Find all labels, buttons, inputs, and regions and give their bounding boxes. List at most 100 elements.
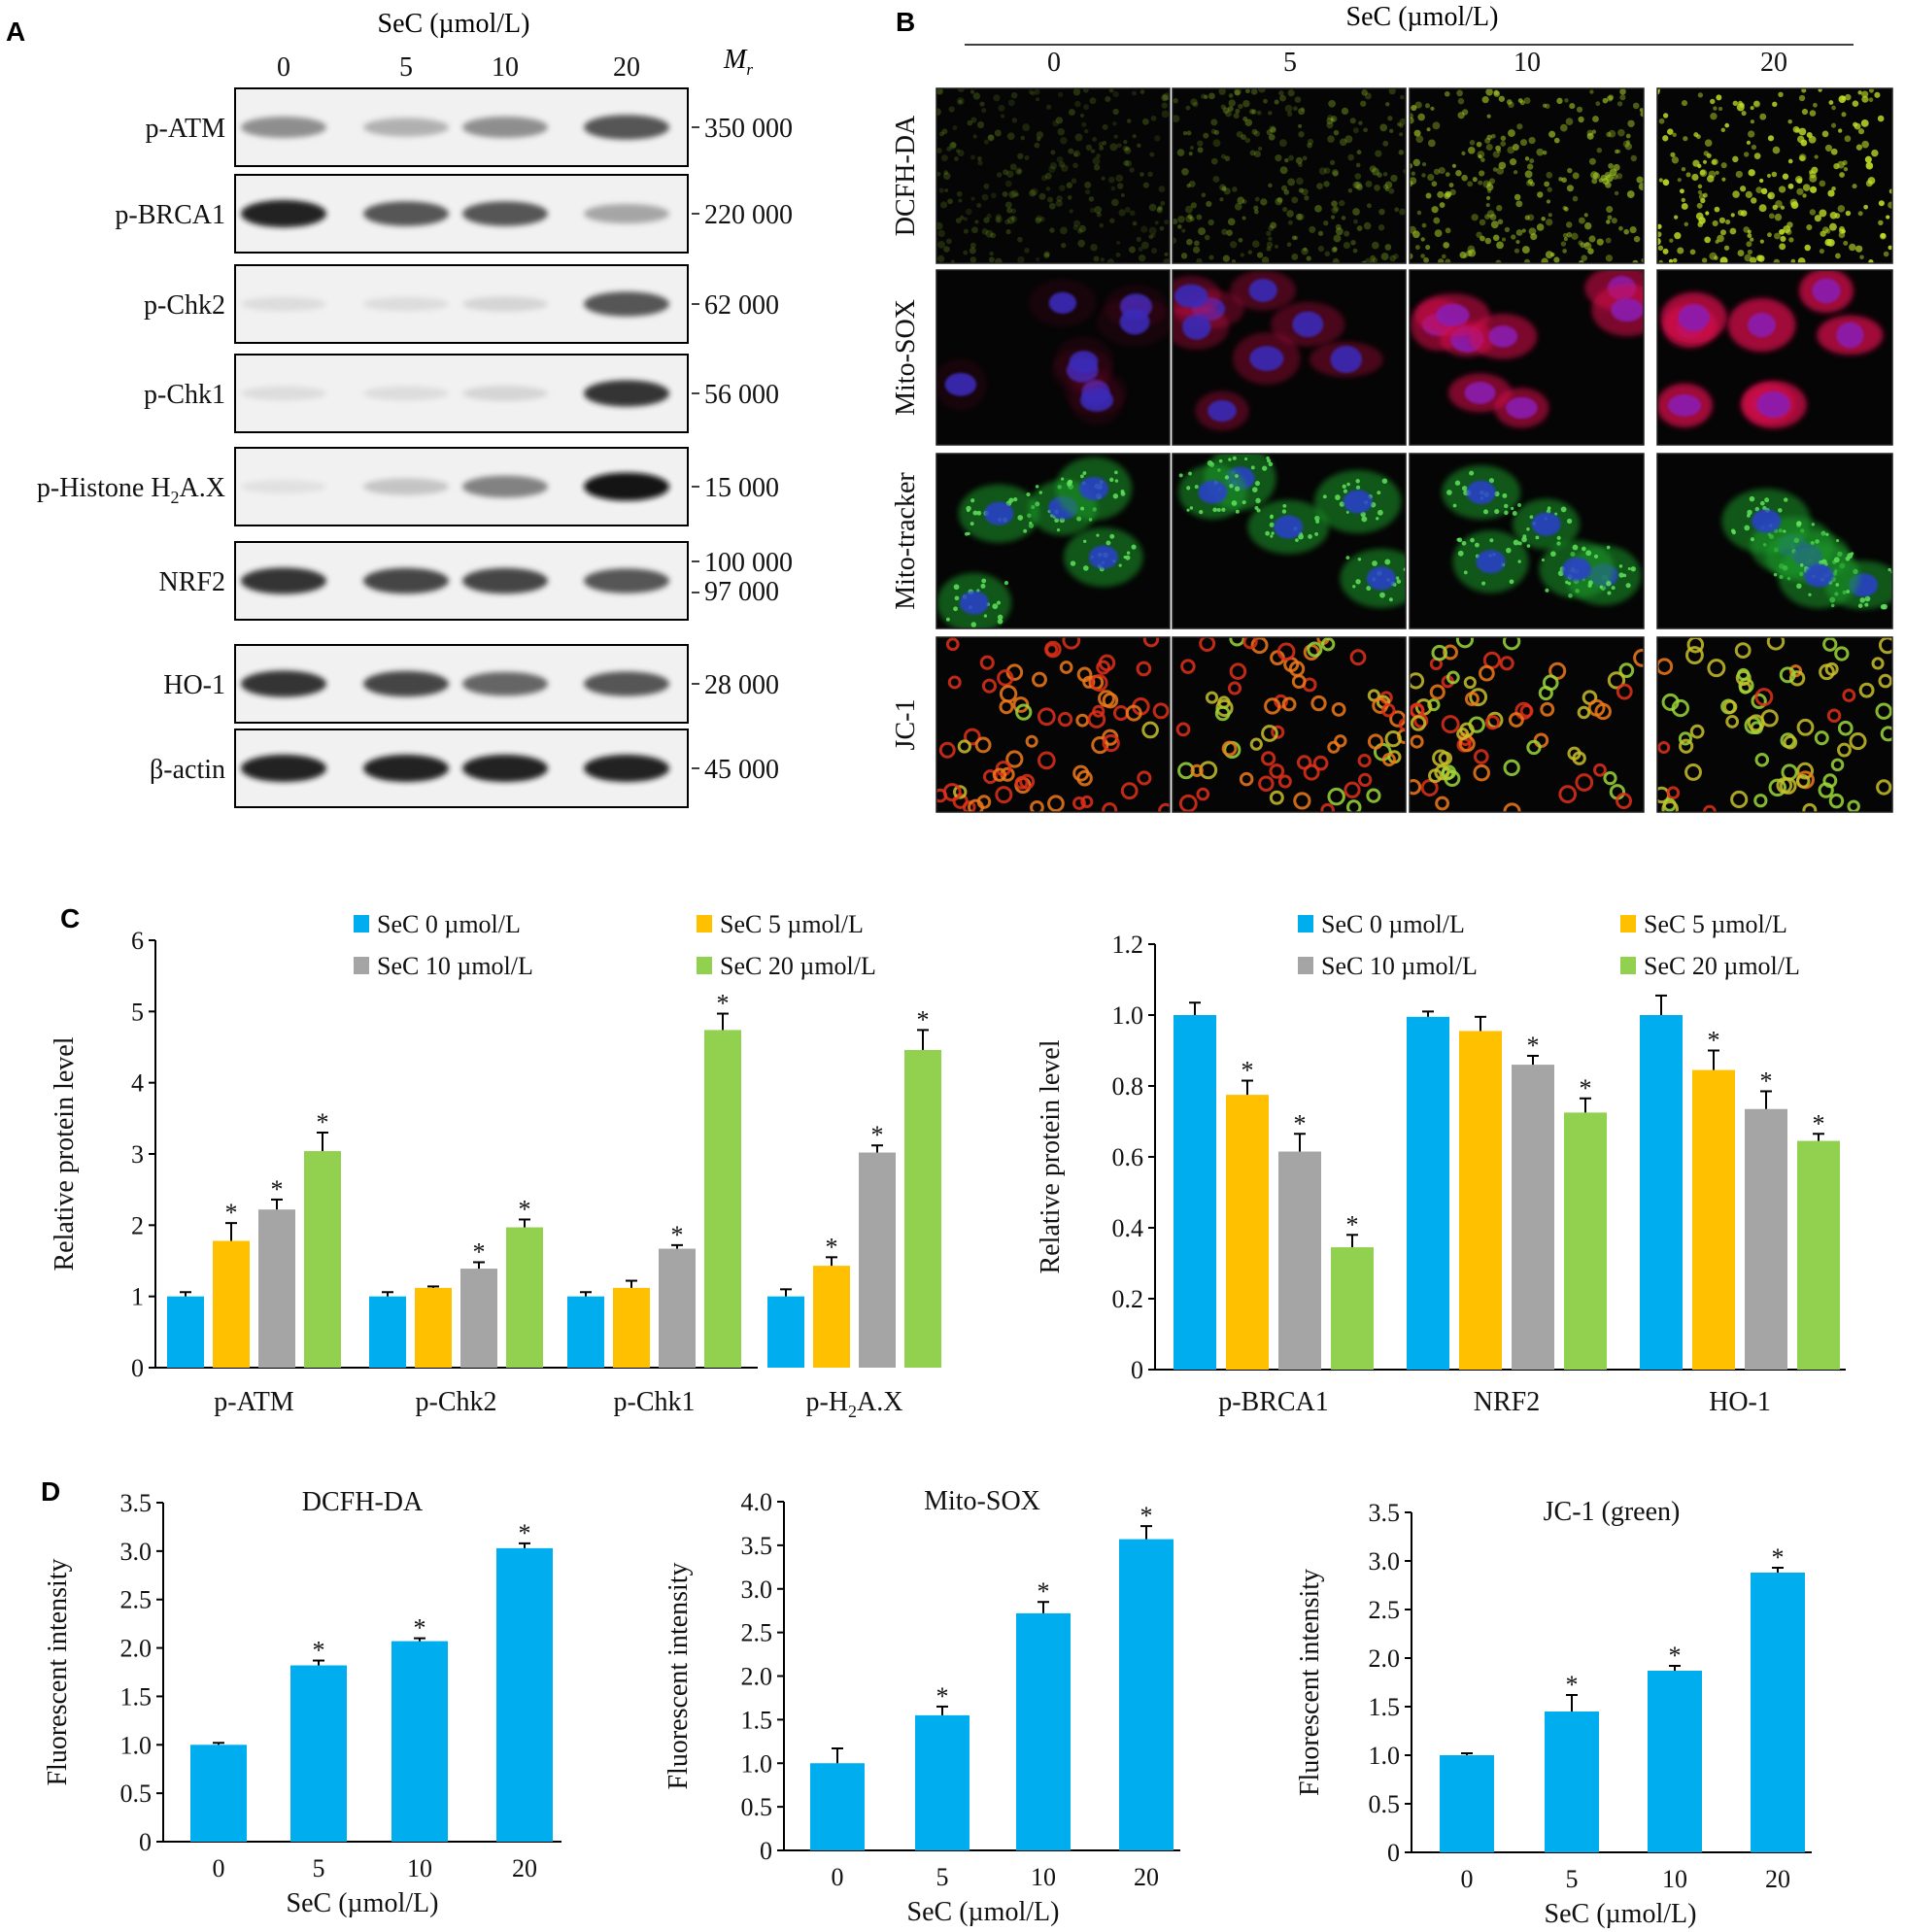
bar — [1745, 1108, 1787, 1370]
significance-mark: * — [1669, 1642, 1682, 1670]
y-axis-label: Fluorescent intensity — [1295, 1569, 1325, 1796]
dcfh-cell-dot — [1210, 157, 1218, 165]
y-tick-label: 0.8 — [1112, 1072, 1144, 1101]
dcfh-cell-dot — [1677, 247, 1684, 254]
dcfh-cell-dot — [1253, 205, 1259, 211]
dcfh-cell-dot — [1704, 236, 1712, 244]
dcfh-cell-dot — [1129, 210, 1136, 217]
dcfh-cell-dot — [1445, 172, 1450, 177]
jc1-cell — [1320, 637, 1336, 652]
dcfh-cell-dot — [1732, 100, 1739, 107]
dcfh-cell-dot — [1670, 152, 1676, 157]
blot-band — [584, 472, 669, 501]
tile-content — [1410, 637, 1644, 812]
dcfh-cell-dot — [1085, 144, 1093, 152]
jc1-cell — [1618, 662, 1635, 679]
mitosox-nucleus — [1836, 322, 1864, 349]
dcfh-cell-dot — [1802, 184, 1811, 191]
dcfh-cell-dot — [1332, 246, 1338, 252]
jc1-cell — [1442, 644, 1458, 661]
blot-band — [241, 479, 326, 494]
dcfh-cell-dot — [1849, 243, 1856, 252]
tile-content — [1173, 88, 1406, 263]
dcfh-cell-dot — [939, 201, 948, 209]
dcfh-cell-dot — [1757, 254, 1765, 262]
jc1-cell — [945, 637, 960, 652]
dcfh-cell-dot — [1747, 233, 1752, 239]
dcfh-cell-dot — [970, 154, 975, 160]
mitotracker-dot — [1308, 534, 1312, 539]
dcfh-cell-dot — [1068, 109, 1075, 116]
dcfh-cell-dot — [1438, 258, 1445, 263]
dcfh-cell-dot — [1433, 217, 1441, 224]
mitotracker-dot — [1836, 539, 1840, 543]
jc1-cell — [1059, 661, 1073, 674]
bar — [767, 1296, 804, 1368]
dcfh-cell-dot — [1189, 216, 1195, 221]
y-tick-label: 2.5 — [1369, 1596, 1401, 1624]
dcfh-cell-dot — [1420, 237, 1425, 242]
mitotracker-dot — [1511, 506, 1514, 511]
dcfh-cell-dot — [1630, 154, 1637, 162]
tile-content — [936, 279, 1170, 425]
dcfh-cell-dot — [955, 149, 961, 153]
dcfh-cell-dot — [1821, 130, 1829, 138]
y-tick-label: 2.5 — [741, 1619, 773, 1647]
dcfh-cell-dot — [1059, 185, 1066, 191]
bar — [859, 1152, 896, 1368]
mitotracker-dot — [1750, 537, 1754, 542]
mitotracker-dot — [1352, 585, 1356, 589]
dcfh-cell-dot — [1388, 187, 1395, 194]
dcfh-cell-dot — [1774, 213, 1783, 221]
mitotracker-dot — [1314, 532, 1319, 536]
panel-b-letter: B — [896, 7, 915, 37]
tile-border — [935, 269, 1171, 446]
jc1-cell — [1837, 742, 1852, 758]
dcfh-cell-dot — [974, 220, 979, 224]
dcfh-cell-dot — [1556, 97, 1563, 104]
jc1-cell — [947, 675, 962, 690]
dcfh-cell-dot — [1852, 184, 1857, 189]
dcfh-cell-dot — [1478, 180, 1483, 186]
dcfh-cell-dot — [1010, 208, 1017, 214]
jc1-cell — [1410, 672, 1425, 690]
dcfh-cell-dot — [1625, 133, 1631, 139]
x-tick-label: 5 — [313, 1854, 325, 1882]
y-tick-label: 3.5 — [120, 1489, 153, 1517]
y-tick-label: 3 — [131, 1140, 144, 1169]
dcfh-cell-dot — [1750, 237, 1754, 242]
panel-a-conc-label: 10 — [492, 52, 519, 83]
blot-row: β-actin 45 000 — [150, 729, 779, 808]
jc1-cell — [1381, 702, 1396, 718]
dcfh-cell-dot — [1606, 131, 1612, 138]
x-tick-label: p-Chk2 — [416, 1387, 497, 1417]
dcfh-cell-dot — [1190, 202, 1197, 209]
blot-band — [462, 296, 548, 312]
dcfh-cell-dot — [1295, 156, 1304, 164]
dcfh-cell-dot — [1113, 134, 1118, 139]
dcfh-cell-dot — [1287, 89, 1295, 97]
x-tick-label: 20 — [1765, 1865, 1790, 1893]
dcfh-cell-dot — [1729, 227, 1737, 235]
dcfh-cell-dot — [1586, 132, 1594, 140]
jc1-cell — [1264, 697, 1281, 715]
mitosox-nucleus — [1174, 284, 1208, 308]
dcfh-cell-dot — [1326, 117, 1334, 125]
mitotracker-dot — [1815, 539, 1820, 544]
dcfh-cell-dot — [1569, 103, 1576, 110]
jc1-cell — [1310, 695, 1327, 712]
mitotracker-dot — [970, 522, 974, 526]
dcfh-cell-dot — [1605, 174, 1614, 183]
mitotracker-dot — [1109, 533, 1115, 539]
mitotracker-dot — [1361, 516, 1368, 523]
dcfh-cell-dot — [1424, 103, 1431, 109]
mitotracker-dot — [1566, 518, 1573, 525]
dcfh-cell-dot — [1102, 140, 1107, 146]
dcfh-cell-dot — [1109, 218, 1115, 223]
dcfh-cell-dot — [1124, 147, 1132, 154]
dcfh-cell-dot — [1566, 231, 1573, 238]
dcfh-cell-dot — [1558, 177, 1563, 182]
dcfh-cell-dot — [1389, 254, 1396, 262]
blot-band — [363, 670, 449, 697]
